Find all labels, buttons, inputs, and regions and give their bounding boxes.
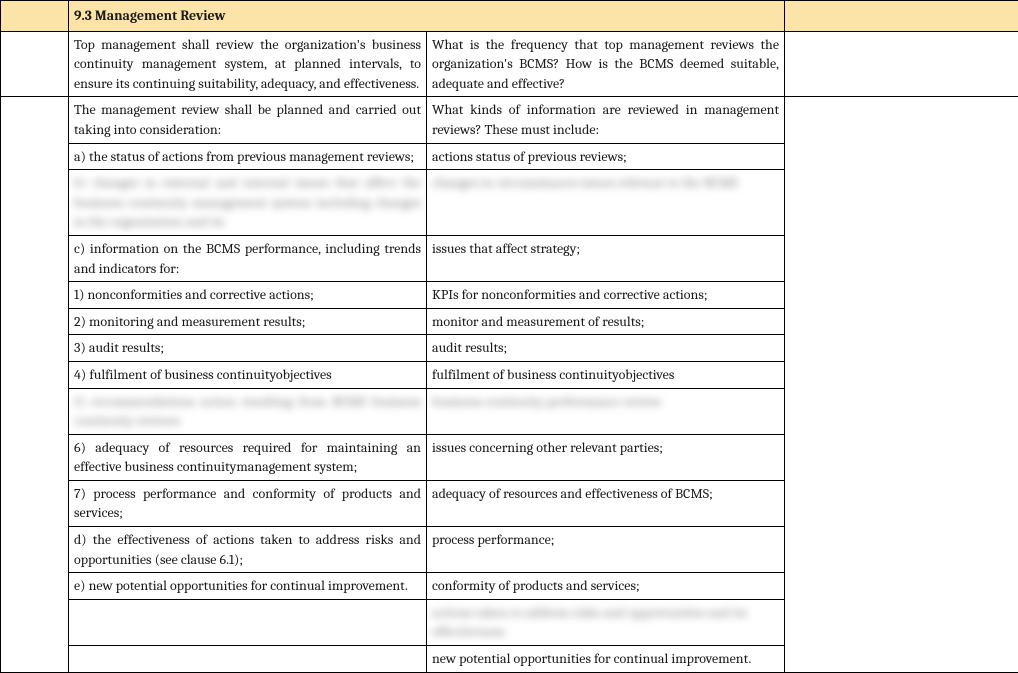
requirement-cell: 7) process performance and conformity of… <box>69 480 427 526</box>
requirement-cell: 3) audit results; <box>69 335 427 362</box>
management-review-table: 9.3 Management ReviewTop management shal… <box>0 0 1018 673</box>
question-cell: new potential opportunities for continua… <box>427 646 785 673</box>
question-cell: monitor and measurement of results; <box>427 308 785 335</box>
question-cell: What kinds of information are reviewed i… <box>427 97 785 143</box>
question-cell: issues that affect strategy; <box>427 235 785 281</box>
requirement-cell: c) information on the BCMS performance, … <box>69 235 427 281</box>
question-cell: actions status of previous reviews; <box>427 143 785 170</box>
table-row: Top management shall review the organiza… <box>1 31 1018 97</box>
right-margin-cell <box>785 31 1018 97</box>
section-title: 9.3 Management Review <box>69 1 785 32</box>
requirement-cell: d) the effectiveness of actions taken to… <box>69 527 427 573</box>
question-cell: changes in circumstances issues relevant… <box>427 170 785 236</box>
right-margin-cell <box>785 97 1018 672</box>
requirement-cell: e) new potential opportunities for conti… <box>69 573 427 600</box>
requirement-cell: 5) recommendations action resulting from… <box>69 388 427 434</box>
requirement-cell: b) changes in external and internal issu… <box>69 170 427 236</box>
section-header-row: 9.3 Management Review <box>1 1 1018 32</box>
table-row: The management review shall be planned a… <box>1 97 1018 143</box>
requirement-cell: The management review shall be planned a… <box>69 97 427 143</box>
requirement-cell: Top management shall review the organiza… <box>69 31 427 97</box>
question-cell: business continuity performance review <box>427 388 785 434</box>
question-cell: conformity of products and services; <box>427 573 785 600</box>
question-cell: adequacy of resources and effectiveness … <box>427 480 785 526</box>
header-right-margin <box>785 1 1018 32</box>
requirement-cell: a) the status of actions from previous m… <box>69 143 427 170</box>
requirement-cell: 1) nonconformities and corrective action… <box>69 282 427 309</box>
requirement-cell: 4) fulfilment of business continuityobje… <box>69 361 427 388</box>
left-margin-cell <box>1 97 69 672</box>
question-cell: fulfilment of business continuityobjecti… <box>427 361 785 388</box>
question-cell: process performance; <box>427 527 785 573</box>
requirement-cell <box>69 646 427 673</box>
question-cell: actions taken to address risks and oppor… <box>427 599 785 645</box>
header-left-margin <box>1 1 69 32</box>
question-cell: audit results; <box>427 335 785 362</box>
question-cell: What is the frequency that top managemen… <box>427 31 785 97</box>
question-cell: KPIs for nonconformities and corrective … <box>427 282 785 309</box>
requirement-cell: 2) monitoring and measurement results; <box>69 308 427 335</box>
question-cell: issues concerning other relevant parties… <box>427 434 785 480</box>
requirement-cell: 6) adequacy of resources required for ma… <box>69 434 427 480</box>
requirement-cell <box>69 599 427 645</box>
left-margin-cell <box>1 31 69 97</box>
